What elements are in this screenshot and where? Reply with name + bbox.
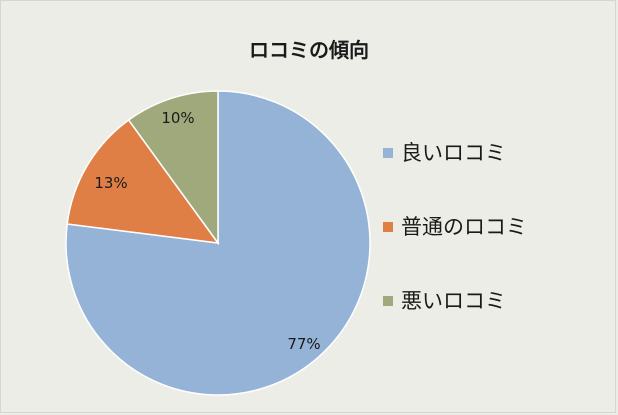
pie-slice-2 — [66, 118, 220, 244]
legend-swatch-3 — [383, 296, 393, 306]
legend-label-1: 良いロコミ — [401, 141, 506, 165]
chart-title: ロコミの傾向 — [249, 38, 369, 62]
legend-label-2: 普通のロコミ — [401, 215, 527, 239]
data-label-2: 13% — [94, 174, 127, 192]
pie-data-labels: 77% 13% 10% — [94, 109, 320, 353]
legend-swatch-2 — [383, 222, 393, 232]
pie-slices — [65, 90, 371, 396]
data-label-1: 77% — [287, 335, 320, 353]
legend-swatch-1 — [383, 148, 393, 158]
data-label-3: 10% — [161, 109, 194, 127]
pie-slice-3 — [127, 90, 219, 246]
legend-label-3: 悪いロコミ — [401, 289, 506, 313]
pie-slice-1 — [65, 90, 371, 396]
